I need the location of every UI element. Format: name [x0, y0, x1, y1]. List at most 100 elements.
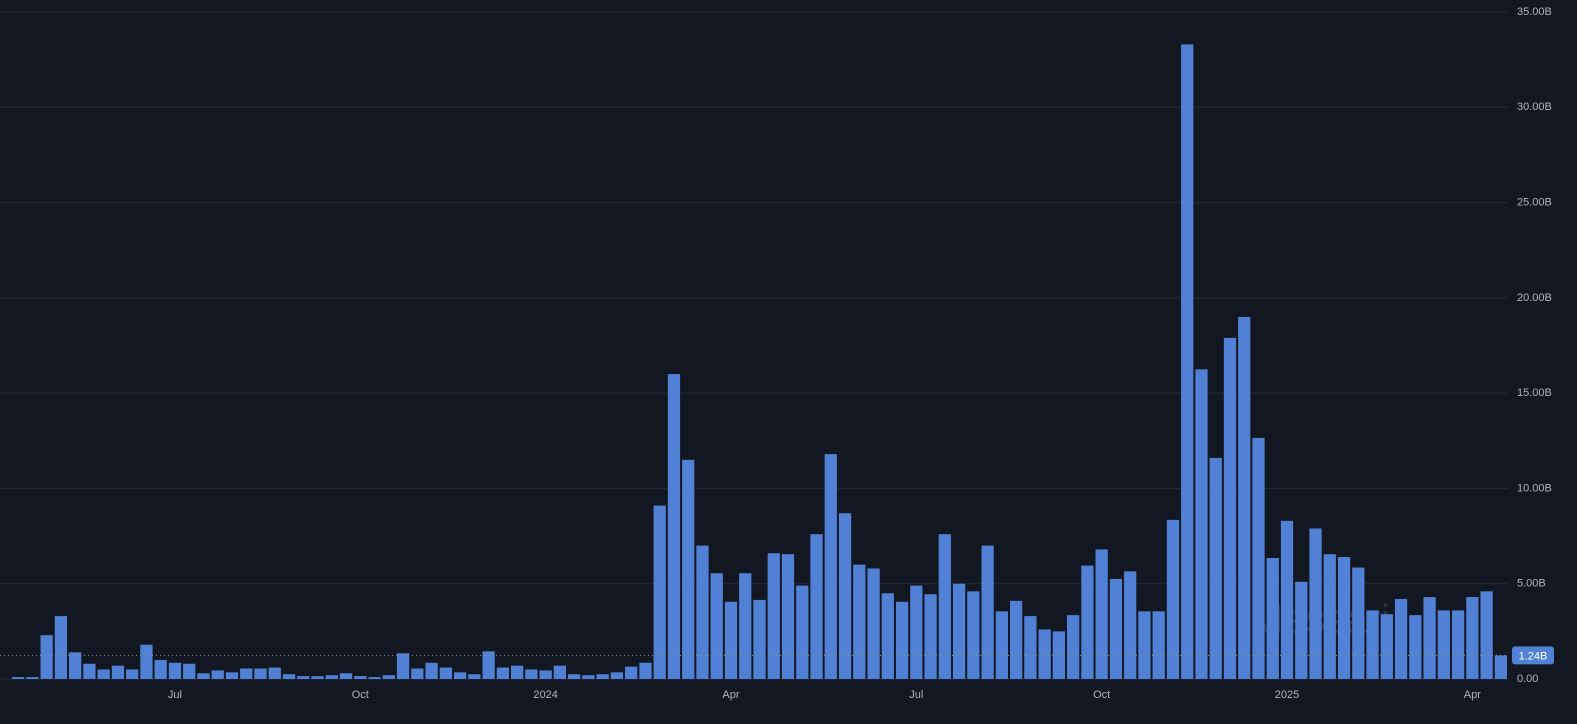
bar — [1266, 557, 1279, 679]
bar — [881, 593, 894, 679]
bar — [1309, 528, 1322, 679]
bar — [639, 662, 652, 679]
y-tick-label: 20.00B — [1517, 292, 1552, 304]
bar — [11, 677, 25, 679]
x-tick-label: Oct — [352, 689, 369, 701]
x-tick-label: Oct — [1093, 689, 1110, 701]
bar — [1009, 600, 1023, 679]
bar — [1337, 557, 1351, 679]
bar — [596, 674, 609, 679]
bar — [1223, 337, 1237, 679]
y-tick-label: 30.00B — [1517, 101, 1552, 113]
x-tick-label: Apr — [1464, 689, 1481, 701]
bar — [282, 674, 296, 679]
bar — [867, 568, 880, 679]
x-tick-label: Jul — [909, 689, 923, 701]
bar — [1466, 597, 1479, 679]
bar — [582, 675, 595, 679]
y-tick-label: 25.00B — [1517, 196, 1552, 208]
bar — [1109, 578, 1123, 679]
bar — [211, 670, 224, 679]
bar — [781, 554, 795, 679]
bar — [1394, 598, 1408, 679]
bar — [924, 594, 937, 679]
y-tick-label: 35.00B — [1517, 6, 1552, 18]
bar — [739, 573, 752, 679]
bar — [1052, 631, 1066, 679]
bar — [1295, 581, 1308, 679]
bar — [240, 668, 253, 679]
last-value-tag — [1512, 646, 1554, 665]
bar — [753, 599, 766, 679]
bar — [1423, 597, 1436, 679]
bar — [568, 674, 581, 679]
bar — [1124, 571, 1137, 679]
bar — [1152, 611, 1165, 679]
bar — [1195, 369, 1208, 679]
bar — [667, 374, 681, 679]
bar — [810, 534, 823, 679]
bar — [1067, 615, 1080, 679]
bar — [396, 653, 410, 679]
bar — [1238, 316, 1251, 679]
x-tick-label: Apr — [722, 689, 739, 701]
bar — [525, 669, 538, 679]
bar — [853, 564, 866, 679]
bar — [168, 662, 182, 679]
bar — [496, 667, 510, 679]
bar — [610, 672, 624, 679]
bar — [354, 676, 367, 679]
bar — [1437, 610, 1450, 679]
bar — [1138, 611, 1151, 679]
bar — [297, 676, 310, 679]
bar — [311, 676, 324, 679]
bar — [696, 545, 709, 679]
bar — [425, 662, 438, 679]
bar — [97, 669, 110, 679]
bar — [938, 534, 951, 679]
bar — [1209, 457, 1222, 679]
bar — [510, 665, 524, 679]
bar — [981, 545, 994, 679]
bar — [1038, 629, 1051, 679]
bar — [1166, 519, 1180, 679]
y-tick-label: 0.00 — [1517, 673, 1538, 685]
bar — [1024, 616, 1037, 679]
y-tick-label: 15.00B — [1517, 387, 1552, 399]
bar — [1280, 520, 1294, 679]
bar — [468, 674, 481, 679]
bar — [197, 673, 210, 679]
bar — [339, 673, 353, 679]
x-tick-label: 2025 — [1275, 689, 1299, 701]
bar — [126, 669, 139, 679]
bar — [796, 585, 809, 679]
bar — [1323, 554, 1336, 679]
bar — [1480, 591, 1493, 679]
bar — [1451, 610, 1465, 679]
bar — [625, 666, 638, 679]
bar — [268, 667, 281, 679]
bar — [382, 675, 395, 679]
bar — [1181, 44, 1194, 679]
bar — [111, 665, 125, 679]
bar — [482, 651, 495, 679]
x-tick-label: 2024 — [533, 689, 557, 701]
bar — [539, 670, 552, 679]
bar — [1081, 565, 1094, 679]
bar — [1095, 549, 1108, 679]
y-tick-label: 10.00B — [1517, 482, 1552, 494]
bar — [368, 677, 381, 679]
bar — [710, 573, 723, 679]
bar — [1409, 615, 1422, 679]
bar — [183, 663, 196, 679]
bar — [1366, 610, 1379, 679]
bar — [254, 668, 267, 679]
bar — [54, 616, 68, 679]
bar — [724, 601, 738, 679]
bar — [824, 454, 837, 679]
bar — [83, 663, 96, 679]
bar — [40, 635, 53, 679]
bar — [325, 675, 338, 679]
